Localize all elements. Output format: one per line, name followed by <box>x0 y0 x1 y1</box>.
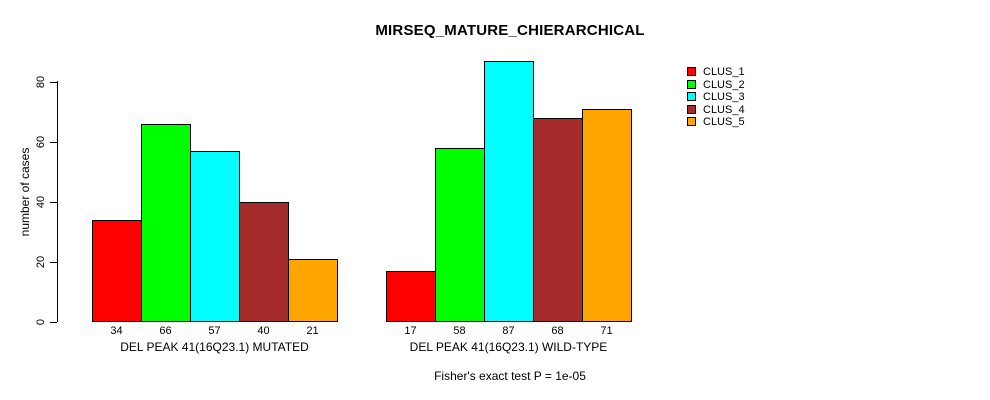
bar-clus_2-group1 <box>141 124 191 322</box>
bar-value-label: 57 <box>208 325 221 337</box>
bar-clus_2-group2 <box>435 148 485 322</box>
legend-label: CLUS_5 <box>703 116 745 129</box>
bar-value-label: 21 <box>306 325 319 337</box>
legend-label: CLUS_1 <box>703 66 745 78</box>
bar-clus_3-group2 <box>484 61 534 322</box>
legend-swatch <box>687 67 696 76</box>
y-tick-mark <box>50 202 57 203</box>
bar-value-label: 66 <box>159 325 172 337</box>
bar-value-label: 40 <box>257 325 270 337</box>
bar-value-label: 58 <box>453 325 466 337</box>
bar-clus_1-group2 <box>386 271 436 322</box>
bar-value-label: 71 <box>600 325 613 337</box>
legend-label: CLUS_3 <box>703 91 745 104</box>
legend-swatch <box>687 117 696 127</box>
y-tick-label: 0 <box>35 318 47 326</box>
bar-value-label: 17 <box>404 325 417 337</box>
y-tick-mark <box>50 262 57 263</box>
bar-value-label: 87 <box>502 325 515 337</box>
y-axis-line <box>57 81 58 322</box>
y-tick-label: 20 <box>35 255 47 269</box>
bar-clus_5-group1 <box>288 259 338 322</box>
y-tick-mark <box>50 142 57 143</box>
bar-clus_3-group1 <box>190 151 240 322</box>
chart-title: MIRSEQ_MATURE_CHIERARCHICAL <box>375 22 645 39</box>
group-label: DEL PEAK 41(16Q23.1) MUTATED <box>120 340 309 354</box>
bar-clus_4-group2 <box>533 118 583 322</box>
y-tick-label: 60 <box>35 135 47 149</box>
legend-swatch <box>687 104 696 114</box>
y-axis-label: number of cases <box>18 147 32 237</box>
bar-clus_5-group2 <box>582 109 632 322</box>
legend-swatch <box>687 92 696 102</box>
bar-value-label: 34 <box>110 325 123 337</box>
y-tick-mark <box>50 322 57 323</box>
bar-clus_4-group1 <box>239 202 289 322</box>
y-tick-label: 80 <box>35 75 47 89</box>
group-label: DEL PEAK 41(16Q23.1) WILD-TYPE <box>409 340 608 354</box>
legend-swatch <box>687 79 696 89</box>
legend-label: CLUS_4 <box>703 103 745 116</box>
bar-value-label: 68 <box>551 325 564 337</box>
y-tick-mark <box>50 82 57 83</box>
legend-label: CLUS_2 <box>703 78 745 91</box>
y-tick-label: 40 <box>35 195 47 209</box>
bar-clus_1-group1 <box>92 220 142 322</box>
annotation-text: Fisher's exact test P = 1e-05 <box>434 369 586 383</box>
